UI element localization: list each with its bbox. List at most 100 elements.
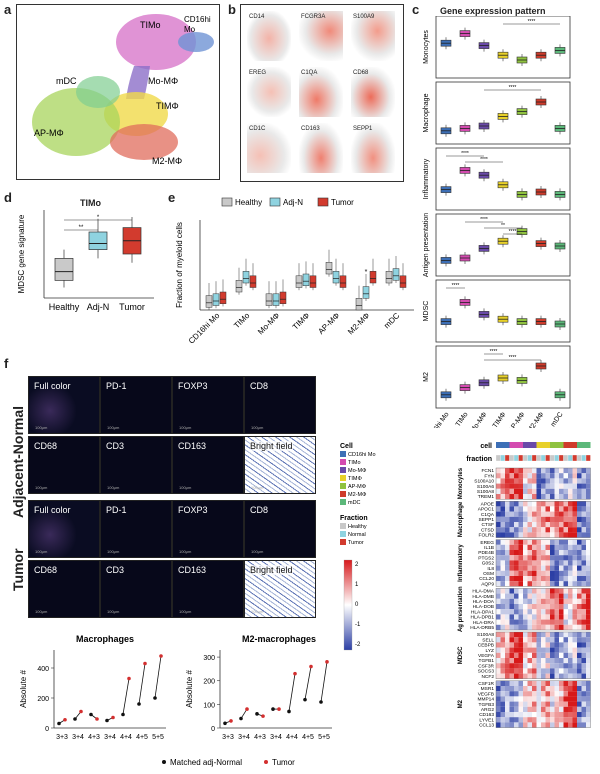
heatmap-tile bbox=[554, 598, 559, 604]
heatmap-tile bbox=[550, 516, 555, 522]
box bbox=[235, 280, 243, 293]
chart-title: Macrophages bbox=[76, 634, 134, 644]
heatmap-tile bbox=[500, 581, 505, 587]
heatmap-tile bbox=[545, 506, 550, 512]
panel-d-label: d bbox=[4, 190, 12, 205]
heatmap-tile bbox=[568, 555, 573, 561]
heatmap-tile bbox=[500, 717, 505, 723]
heatmap-fraction-annotation bbox=[567, 454, 573, 462]
heatmap-tile bbox=[527, 501, 532, 507]
box bbox=[265, 293, 273, 306]
heatmap-tile bbox=[527, 642, 532, 648]
heatmap-tile bbox=[532, 555, 537, 561]
panel-b-label: b bbox=[228, 2, 236, 17]
heatmap-tile bbox=[509, 506, 514, 512]
heatmap-cell-annotation bbox=[514, 442, 519, 448]
heatmap-tile bbox=[541, 522, 546, 528]
heatmap-tile bbox=[577, 680, 582, 686]
heatmap-tile bbox=[563, 494, 568, 500]
heatmap-tile bbox=[514, 598, 519, 604]
heatmap-gene-label: FYN bbox=[484, 473, 494, 479]
heatmap-gene-label: TGFB3 bbox=[479, 702, 495, 708]
heatmap-tile bbox=[550, 696, 555, 702]
heatmap-tile bbox=[509, 598, 514, 604]
heatmap-tile bbox=[500, 624, 505, 630]
heatmap-tile bbox=[554, 478, 559, 484]
heatmap-tile bbox=[572, 680, 577, 686]
heatmap-tile bbox=[541, 658, 546, 664]
heatmap-tile bbox=[536, 642, 541, 648]
heatmap-tile bbox=[527, 652, 532, 658]
heatmap-gene-label: PDE4B bbox=[478, 550, 494, 556]
box bbox=[332, 271, 340, 284]
y-tick-label: 200 bbox=[203, 679, 215, 686]
heatmap-tile bbox=[545, 642, 550, 648]
heatmap-tile bbox=[568, 609, 573, 615]
heatmap-tile bbox=[527, 686, 532, 692]
heatmap-tile bbox=[541, 565, 546, 571]
heatmap-tile bbox=[554, 663, 559, 669]
heatmap-tile bbox=[527, 632, 532, 638]
heatmap-tile bbox=[505, 663, 510, 669]
heatmap-tile bbox=[505, 642, 510, 648]
if-tile-label: CD8 bbox=[250, 505, 269, 515]
point-adj-normal bbox=[271, 707, 275, 711]
heatmap-tile bbox=[496, 532, 501, 538]
color-scale-tick: -1 bbox=[355, 622, 361, 628]
point-tumor bbox=[309, 664, 313, 669]
heatmap-tile bbox=[554, 652, 559, 658]
heatmap-tile bbox=[577, 642, 582, 648]
heatmap-tile bbox=[550, 706, 555, 712]
heatmap-tile bbox=[523, 673, 528, 679]
heatmap-gene-label: SEPP1 bbox=[479, 517, 495, 523]
scale-bar: 100μm bbox=[251, 425, 264, 430]
heatmap-tile bbox=[586, 717, 591, 723]
heatmap-tile bbox=[545, 468, 550, 474]
heatmap-tile bbox=[514, 647, 519, 653]
heatmap-tile bbox=[577, 506, 582, 512]
heatmap-tile bbox=[563, 652, 568, 658]
heatmap-tile bbox=[581, 712, 586, 718]
heatmap-tile bbox=[532, 588, 537, 594]
fraction-legend-label: Healthy bbox=[348, 524, 367, 530]
x-tick-label: Mo-MΦ bbox=[469, 411, 488, 428]
heatmap-tile bbox=[568, 614, 573, 620]
x-tick-label: M2-MΦ bbox=[526, 411, 545, 428]
heatmap-tile bbox=[514, 581, 519, 587]
heatmap-tile bbox=[500, 609, 505, 615]
heatmap-cell-annotation bbox=[581, 442, 586, 448]
heatmap-tile bbox=[536, 539, 541, 545]
heatmap-tile bbox=[527, 478, 532, 484]
heatmap-tile bbox=[509, 632, 514, 638]
heatmap-tile bbox=[581, 527, 586, 533]
heatmap-tile bbox=[536, 560, 541, 566]
heatmap-tile bbox=[532, 550, 537, 556]
heatmap-tile bbox=[509, 701, 514, 707]
heatmap-tile bbox=[523, 658, 528, 664]
heatmap-tile bbox=[554, 550, 559, 556]
heatmap-gene-label: SELL bbox=[482, 637, 494, 643]
heatmap-fraction-annotation bbox=[522, 454, 528, 462]
heatmap-tile bbox=[545, 668, 550, 674]
heatmap-tile bbox=[541, 598, 546, 604]
heatmap-cell-annotation bbox=[541, 442, 546, 448]
heatmap-tile bbox=[527, 581, 532, 587]
heatmap-tile bbox=[577, 632, 582, 638]
heatmap-gene-label: HLA-DRA bbox=[473, 620, 495, 626]
heatmap-tile bbox=[509, 539, 514, 545]
heatmap-tile bbox=[532, 696, 537, 702]
heatmap-tile bbox=[559, 506, 564, 512]
heatmap-tile bbox=[532, 668, 537, 674]
heatmap-tile bbox=[509, 478, 514, 484]
heatmap-tile bbox=[518, 570, 523, 576]
x-tick-label: 3+4 bbox=[104, 734, 116, 741]
heatmap-tile bbox=[500, 722, 505, 728]
feature-plot-ereg: EREG bbox=[247, 67, 291, 117]
heatmap-tile bbox=[568, 647, 573, 653]
heatmap-tile bbox=[554, 673, 559, 679]
heatmap-tile bbox=[541, 632, 546, 638]
heatmap-tile bbox=[523, 609, 528, 615]
x-tick-label: 4+5 bbox=[302, 734, 314, 741]
heatmap-tile bbox=[577, 588, 582, 594]
